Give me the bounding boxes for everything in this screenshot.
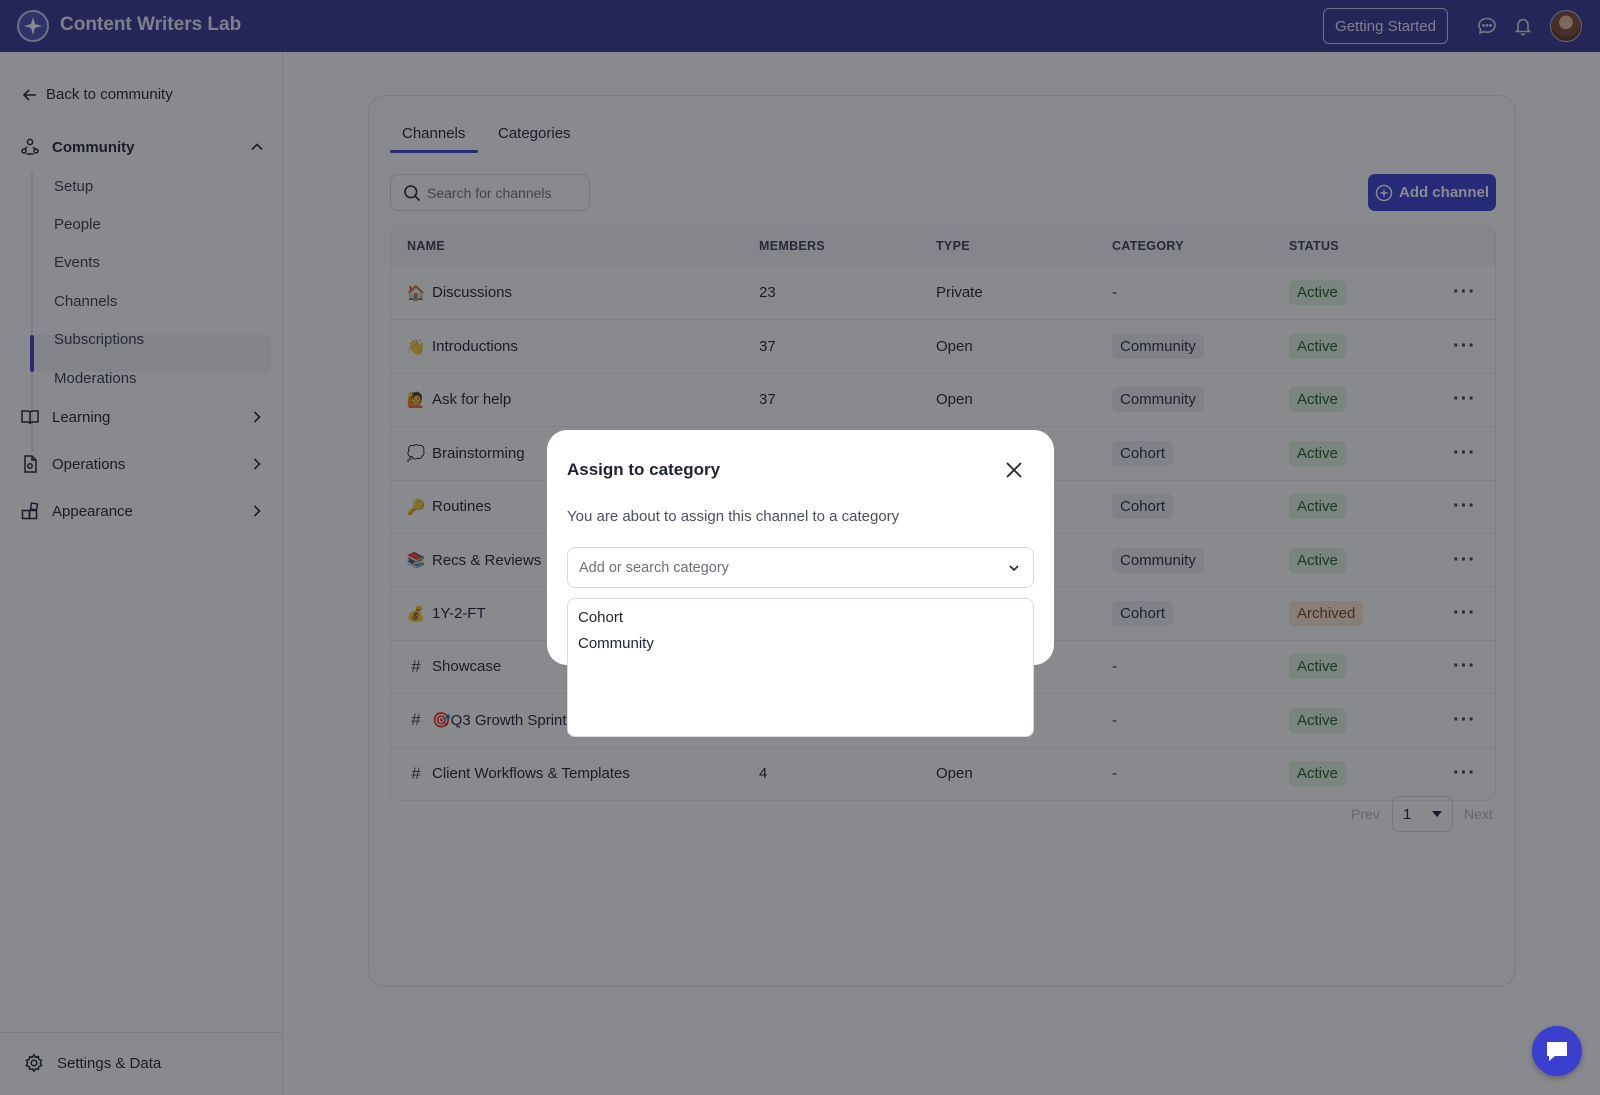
category-option-cohort[interactable]: Cohort — [578, 609, 624, 626]
modal-title: Assign to category — [567, 460, 721, 479]
category-option-community[interactable]: Community — [578, 635, 654, 652]
combobox-placeholder: Add or search category — [579, 559, 729, 576]
category-dropdown: Cohort Community — [567, 598, 1034, 737]
support-chat-button[interactable] — [1532, 1026, 1582, 1076]
close-icon[interactable] — [1002, 458, 1026, 482]
chevron-down-icon — [1009, 565, 1019, 572]
modal-description: You are about to assign this channel to … — [567, 508, 900, 525]
chat-bubble-icon — [1547, 1042, 1567, 1061]
category-combobox[interactable]: Add or search category — [567, 547, 1034, 588]
